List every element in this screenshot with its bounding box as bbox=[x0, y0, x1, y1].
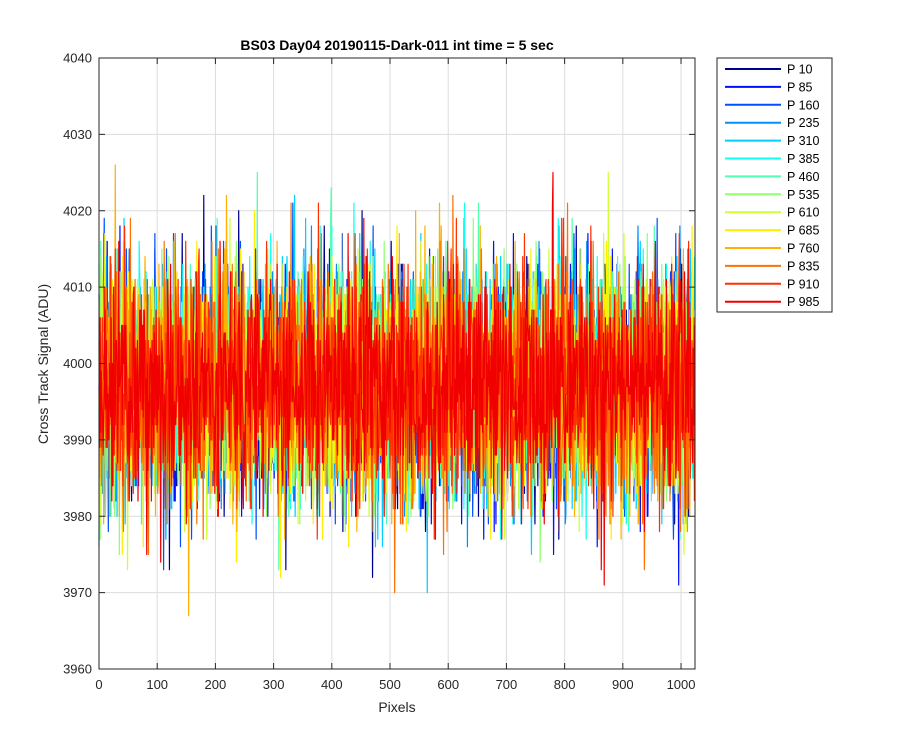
x-tick-label: 1000 bbox=[667, 677, 696, 692]
legend-label: P 610 bbox=[787, 206, 819, 220]
x-tick-label: 400 bbox=[321, 677, 343, 692]
legend-box bbox=[716, 57, 833, 313]
x-tick-label: 800 bbox=[554, 677, 576, 692]
y-tick-label: 3970 bbox=[63, 585, 92, 600]
x-tick-label: 200 bbox=[205, 677, 227, 692]
legend-label: P 310 bbox=[787, 134, 819, 148]
y-axis-label: Cross Track Signal (ADU) bbox=[35, 284, 51, 444]
x-tick-label: 500 bbox=[379, 677, 401, 692]
y-tick-label: 3990 bbox=[63, 432, 92, 447]
x-tick-label: 0 bbox=[95, 677, 102, 692]
x-tick-label: 900 bbox=[612, 677, 634, 692]
y-tick-label: 4000 bbox=[63, 356, 92, 371]
legend-label: P 385 bbox=[787, 152, 819, 166]
x-tick-label: 700 bbox=[496, 677, 518, 692]
y-tick-label: 4040 bbox=[63, 51, 92, 66]
legend-label: P 160 bbox=[787, 98, 819, 112]
series-line-p910 bbox=[98, 202, 696, 540]
legend-label: P 760 bbox=[787, 242, 819, 256]
legend-label: P 985 bbox=[787, 295, 819, 309]
x-tick-labels: 0 100 200 300 400 500 600 700 800 900 1000 bbox=[95, 677, 695, 692]
chart-title: BS03 Day04 20190115-Dark-011 int time = … bbox=[240, 37, 553, 53]
plot-axes: 0 100 200 300 400 500 600 700 800 900 1000 3960 397… bbox=[63, 51, 696, 692]
y-tick-label: 3980 bbox=[63, 509, 92, 524]
y-tick-label: 4020 bbox=[63, 203, 92, 218]
x-tick-label: 100 bbox=[146, 677, 168, 692]
axis-ticks bbox=[98, 57, 695, 670]
legend-label: P 460 bbox=[787, 170, 819, 184]
series-lines bbox=[98, 164, 696, 617]
x-tick-label: 300 bbox=[263, 677, 285, 692]
legend-label: P 85 bbox=[787, 80, 813, 94]
legend-label: P 535 bbox=[787, 188, 819, 202]
x-axis-label: Pixels bbox=[378, 699, 415, 715]
legend-label: P 910 bbox=[787, 277, 819, 291]
series-line-p985 bbox=[98, 171, 696, 586]
legend: P 10 P 85 P 160 P 235 P 310 P 385 P 460 P 535 P … bbox=[716, 57, 833, 313]
y-tick-label: 4010 bbox=[63, 280, 92, 295]
x-tick-label: 600 bbox=[437, 677, 459, 692]
y-tick-label: 3960 bbox=[63, 662, 92, 677]
legend-items: P 10 P 85 P 160 P 235 P 310 P 385 P 460 P 535 P … bbox=[725, 63, 819, 309]
y-tick-label: 4030 bbox=[63, 127, 92, 142]
y-tick-labels: 3960 3970 3980 3990 4000 4010 4020 4030 4040 bbox=[63, 51, 92, 677]
legend-label: P 685 bbox=[787, 224, 819, 238]
legend-label: P 835 bbox=[787, 259, 819, 273]
legend-label: P 10 bbox=[787, 63, 813, 77]
legend-label: P 235 bbox=[787, 116, 819, 130]
